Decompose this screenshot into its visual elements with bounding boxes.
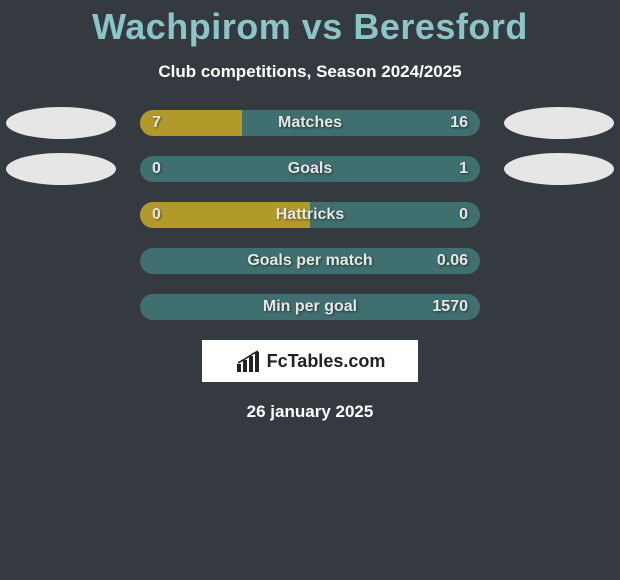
stat-label: Goals: [140, 156, 480, 182]
page-title: Wachpirom vs Beresford: [0, 0, 620, 48]
team-right-oval: [504, 107, 614, 139]
stat-label: Hattricks: [140, 202, 480, 228]
stats-container: 716Matches 01Goals 00Hattricks 0.06Goals pe…: [0, 110, 620, 320]
stat-row: 1570Min per goal: [0, 294, 620, 320]
stat-row: 00Hattricks: [0, 202, 620, 228]
snapshot-date: 26 january 2025: [0, 402, 620, 422]
stat-label: Goals per match: [140, 248, 480, 274]
team-right-oval: [504, 153, 614, 185]
site-logo: FcTables.com: [202, 340, 418, 382]
stat-label: Matches: [140, 110, 480, 136]
logo-text: FcTables.com: [267, 351, 386, 372]
stat-row: 0.06Goals per match: [0, 248, 620, 274]
team-left-oval: [6, 107, 116, 139]
stat-row: 01Goals: [0, 156, 620, 182]
stat-row: 716Matches: [0, 110, 620, 136]
bar-chart-icon: [235, 350, 261, 372]
page-subtitle: Club competitions, Season 2024/2025: [0, 62, 620, 82]
team-left-oval: [6, 153, 116, 185]
stat-label: Min per goal: [140, 294, 480, 320]
